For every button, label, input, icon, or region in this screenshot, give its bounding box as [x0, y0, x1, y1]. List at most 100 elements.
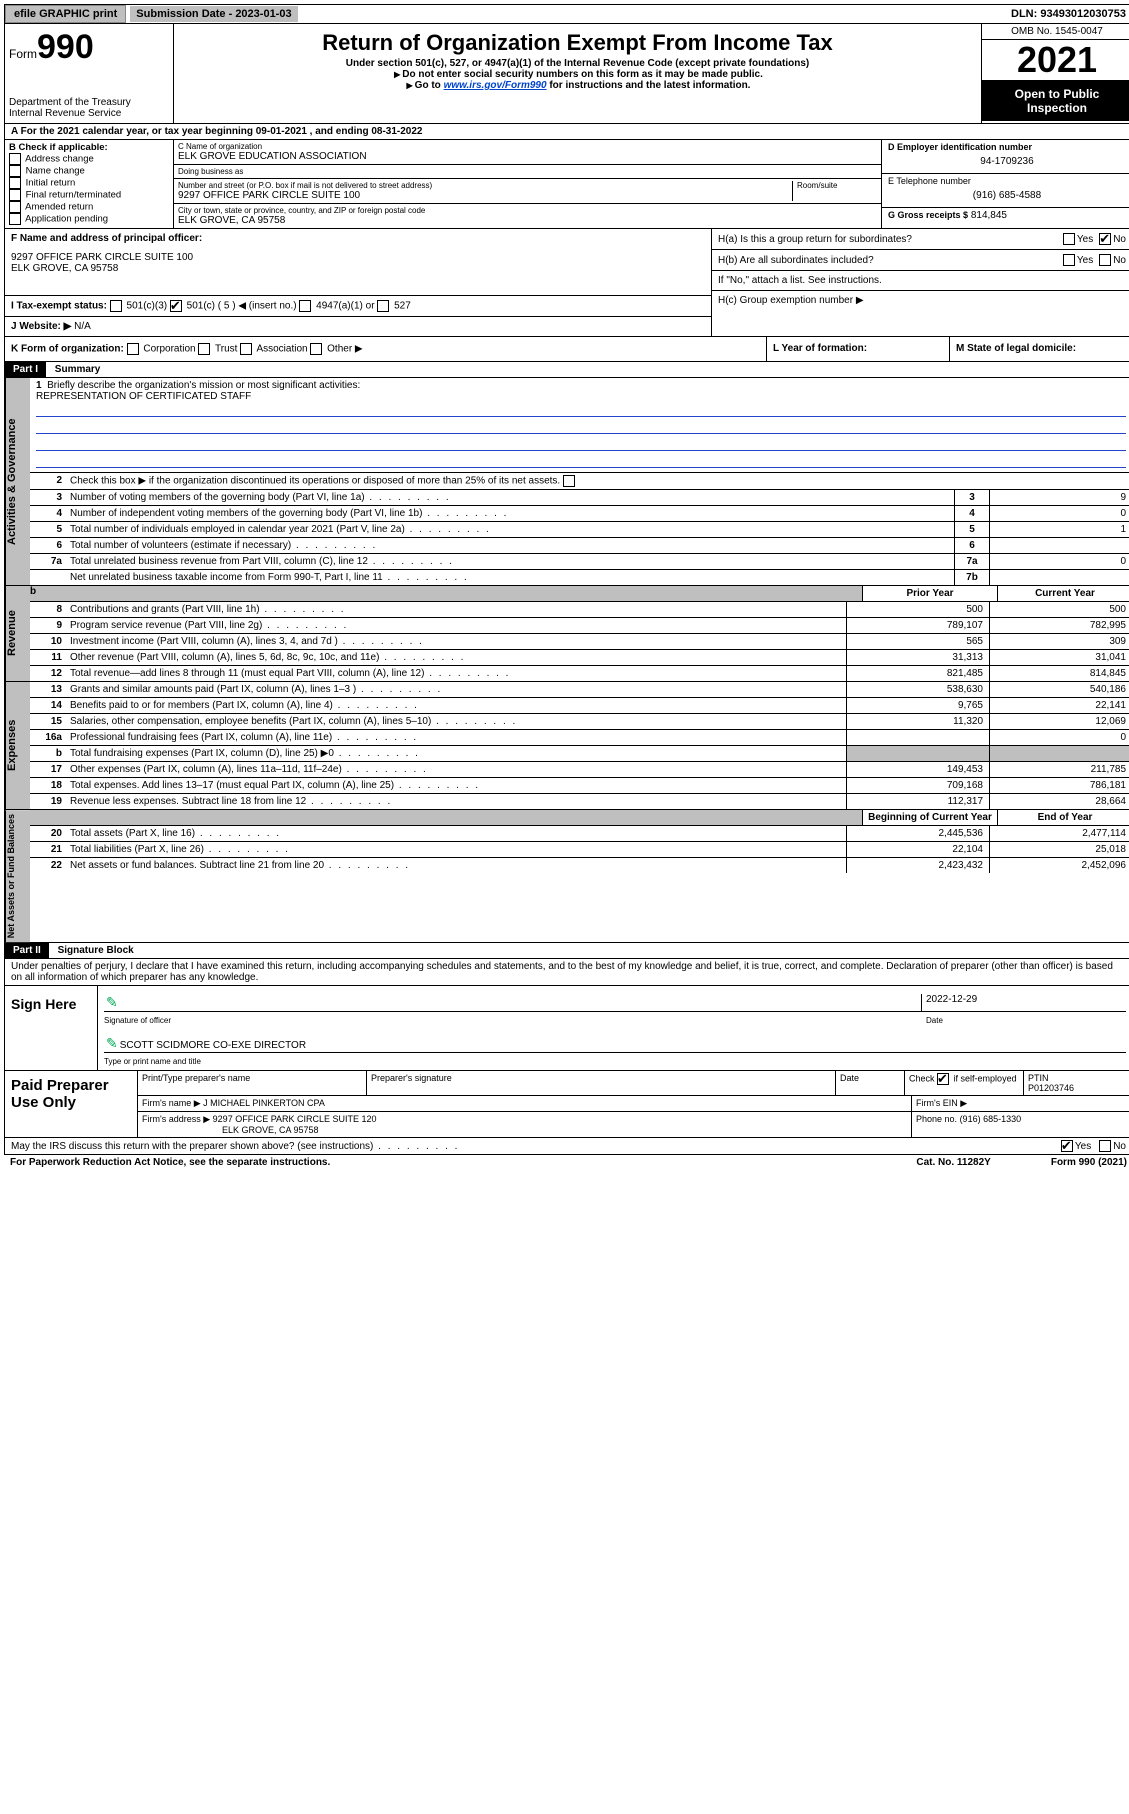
- checkbox-501c3[interactable]: [110, 300, 122, 312]
- ptin-value: P01203746: [1028, 1083, 1128, 1093]
- checkbox-hb-no[interactable]: [1099, 254, 1111, 266]
- line-num: 21: [30, 842, 66, 857]
- tax-year: 2021: [982, 40, 1129, 81]
- checkbox-hb-yes[interactable]: [1063, 254, 1075, 266]
- line-prior: 2,423,432: [846, 858, 989, 873]
- checkbox-b-item[interactable]: [9, 189, 21, 201]
- line-current: 500: [989, 602, 1129, 617]
- part-1-badge: Part I: [5, 362, 46, 377]
- line-num: 14: [30, 698, 66, 713]
- checkbox-b-item[interactable]: [9, 165, 21, 177]
- street-label: Number and street (or P.O. box if mail i…: [178, 181, 792, 190]
- checkbox-assoc[interactable]: [240, 343, 252, 355]
- line-num: 8: [30, 602, 66, 617]
- line-num: 18: [30, 778, 66, 793]
- checkbox-trust[interactable]: [198, 343, 210, 355]
- ein-label: D Employer identification number: [888, 142, 1126, 152]
- treasury-dept: Department of the Treasury: [9, 97, 169, 108]
- line-val: [989, 538, 1129, 553]
- form-footer: Form 990 (2021): [1051, 1157, 1127, 1168]
- checkbox-ha-yes[interactable]: [1063, 233, 1075, 245]
- checkbox-corp[interactable]: [127, 343, 139, 355]
- section-k-label: K Form of organization:: [11, 344, 124, 355]
- officer-addr2: ELK GROVE, CA 95758: [11, 263, 705, 274]
- section-i-label: I Tax-exempt status:: [11, 301, 107, 312]
- checkbox-discuss-no[interactable]: [1099, 1140, 1111, 1152]
- checkbox-527[interactable]: [377, 300, 389, 312]
- summary-line: 17Other expenses (Part IX, column (A), l…: [30, 762, 1129, 778]
- checkbox-self-employed[interactable]: [937, 1073, 949, 1085]
- hb-yes: Yes: [1077, 255, 1093, 266]
- part-1-title: Summary: [49, 362, 107, 377]
- opt-501c3: 501(c)(3): [127, 301, 168, 312]
- omb-number: OMB No. 1545-0047: [982, 24, 1129, 40]
- dba-label: Doing business as: [178, 167, 877, 176]
- line-current: 782,995: [989, 618, 1129, 633]
- checkbox-b-item[interactable]: [9, 213, 21, 225]
- checkbox-discuss-yes[interactable]: [1061, 1140, 1073, 1152]
- section-l-label: L Year of formation:: [773, 343, 867, 354]
- line-current: 540,186: [989, 682, 1129, 697]
- hb-no: No: [1113, 255, 1126, 266]
- summary-line: 12Total revenue—add lines 8 through 11 (…: [30, 666, 1129, 681]
- declaration-text: Under penalties of perjury, I declare th…: [4, 959, 1129, 986]
- col-b-label: b: [30, 586, 58, 601]
- line-prior: [846, 730, 989, 745]
- checkbox-other[interactable]: [310, 343, 322, 355]
- line-desc: Revenue less expenses. Subtract line 18 …: [66, 794, 846, 809]
- summary-line: 7aTotal unrelated business revenue from …: [30, 554, 1129, 570]
- irs-link[interactable]: www.irs.gov/Form990: [444, 80, 547, 91]
- line-desc: Total fundraising expenses (Part IX, col…: [66, 746, 846, 761]
- line-desc: Total liabilities (Part X, line 26): [66, 842, 846, 857]
- checkbox-501c[interactable]: [170, 300, 182, 312]
- checkbox-q2[interactable]: [563, 475, 575, 487]
- line-num: 15: [30, 714, 66, 729]
- efile-print-button[interactable]: efile GRAPHIC print: [5, 5, 126, 23]
- top-bar: efile GRAPHIC print Submission Date - 20…: [4, 4, 1129, 24]
- summary-line: 20Total assets (Part X, line 16)2,445,53…: [30, 826, 1129, 842]
- form-prefix: Form: [9, 47, 37, 61]
- section-fhij: F Name and address of principal officer:…: [4, 229, 1129, 337]
- checkbox-b-item[interactable]: [9, 177, 21, 189]
- line-val: 9: [989, 490, 1129, 505]
- form-header: Form990 Department of the Treasury Inter…: [4, 24, 1129, 124]
- paid-preparer-section: Paid Preparer Use Only Print/Type prepar…: [4, 1071, 1129, 1138]
- line-desc: Total expenses. Add lines 13–17 (must eq…: [66, 778, 846, 793]
- city-value: ELK GROVE, CA 95758: [178, 215, 877, 226]
- opt-other: Other ▶: [327, 344, 362, 355]
- summary-line: 22Net assets or fund balances. Subtract …: [30, 858, 1129, 873]
- firm-addr1: 9297 OFFICE PARK CIRCLE SUITE 120: [213, 1114, 377, 1124]
- line-desc: Total number of individuals employed in …: [66, 522, 954, 537]
- prep-date-header: Date: [836, 1071, 905, 1095]
- checkbox-ha-no[interactable]: [1099, 233, 1111, 245]
- checkbox-4947[interactable]: [299, 300, 311, 312]
- checkbox-b-item[interactable]: [9, 201, 21, 213]
- line-a-mid: , and ending: [310, 126, 372, 137]
- sig-date-value: 2022-12-29: [921, 994, 1126, 1011]
- summary-line: 11Other revenue (Part VIII, column (A), …: [30, 650, 1129, 666]
- summary-line: 19Revenue less expenses. Subtract line 1…: [30, 794, 1129, 809]
- summary-line: 4Number of independent voting members of…: [30, 506, 1129, 522]
- net-assets-section: Net Assets or Fund Balances Beginning of…: [4, 810, 1129, 943]
- line-num: 19: [30, 794, 66, 809]
- side-label-netassets: Net Assets or Fund Balances: [5, 810, 30, 942]
- line-num: 20: [30, 826, 66, 841]
- checkbox-b-item[interactable]: [9, 153, 21, 165]
- line-desc: Net assets or fund balances. Subtract li…: [66, 858, 846, 873]
- underline: [36, 404, 1126, 417]
- prep-sig-header: Preparer's signature: [367, 1071, 836, 1095]
- line-desc: Other revenue (Part VIII, column (A), li…: [66, 650, 846, 665]
- officer-addr1: 9297 OFFICE PARK CIRCLE SUITE 100: [11, 252, 705, 263]
- firm-ein-label: Firm's EIN ▶: [912, 1096, 1129, 1111]
- expenses-section: Expenses 13Grants and similar amounts pa…: [4, 682, 1129, 810]
- form-title: Return of Organization Exempt From Incom…: [180, 30, 975, 56]
- line-current: [989, 746, 1129, 761]
- opt-527: 527: [394, 301, 411, 312]
- part-1-header-row: Part I Summary: [4, 362, 1129, 378]
- subtitle-2: Do not enter social security numbers on …: [402, 69, 763, 80]
- line-desc: Total assets (Part X, line 16): [66, 826, 846, 841]
- line-num: 7a: [30, 554, 66, 569]
- section-m-label: M State of legal domicile:: [956, 343, 1076, 354]
- dln-label: DLN: 93493012030753: [1005, 6, 1129, 22]
- underline: [36, 421, 1126, 434]
